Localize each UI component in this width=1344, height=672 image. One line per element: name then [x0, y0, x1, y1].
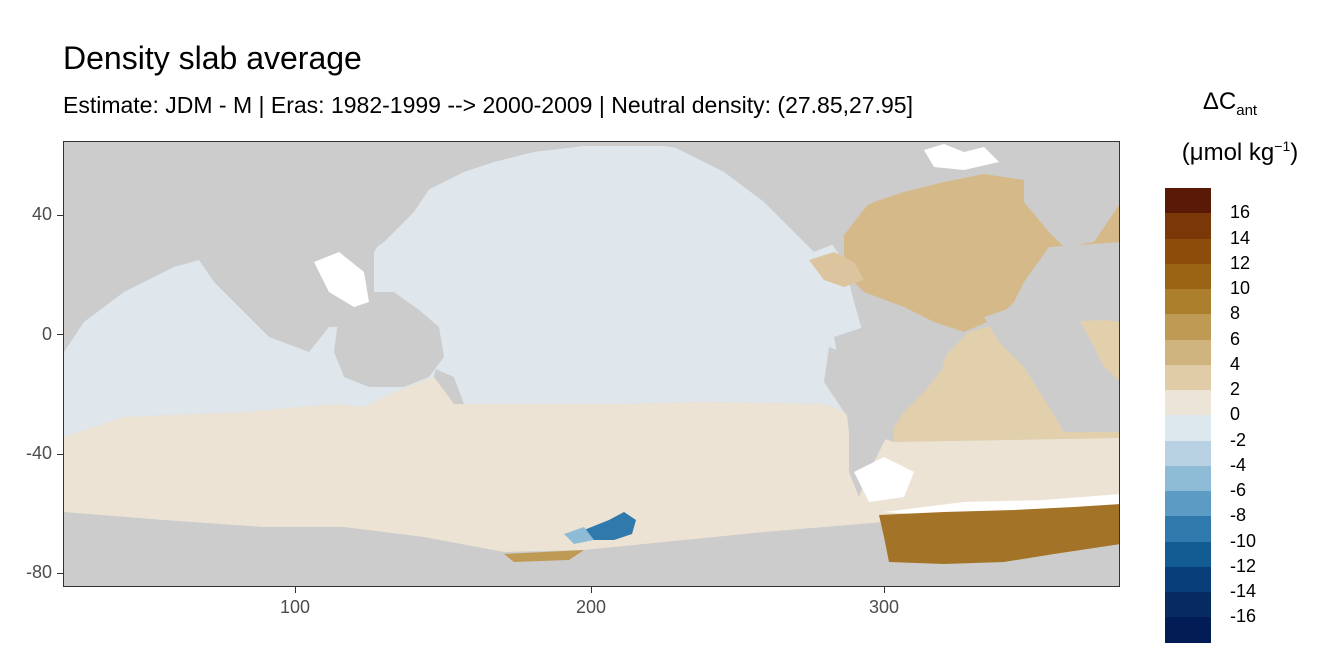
legend-label: 8	[1230, 303, 1241, 324]
map-field	[64, 142, 1119, 586]
legend-label: -10	[1230, 530, 1257, 551]
legend-label: 4	[1230, 353, 1241, 374]
legend-unit-prefix: (μmol kg	[1181, 139, 1275, 166]
no-data-drake	[854, 457, 914, 502]
chart-subtitle: Estimate: JDM - M | Eras: 1982-1999 --> …	[63, 92, 913, 118]
south-america-land	[834, 327, 944, 497]
indian-ocean	[64, 260, 444, 437]
pacific-ocean	[374, 146, 864, 412]
x-tick-label: 100	[279, 597, 311, 617]
legend-label: 10	[1230, 278, 1251, 298]
y-tick-mark	[57, 573, 63, 574]
caribbean	[809, 252, 864, 287]
legend-swatch	[1165, 516, 1211, 542]
legend-label: 16	[1230, 202, 1251, 223]
asia-land	[64, 142, 444, 282]
legend-swatch	[1165, 617, 1211, 643]
legend-label: -4	[1230, 454, 1247, 475]
legend-swatch	[1165, 415, 1211, 441]
legend-swatch	[1165, 238, 1211, 264]
y-tick-label: 0	[41, 324, 52, 344]
ross-sea-patch	[584, 512, 636, 540]
legend-swatch	[1165, 263, 1211, 289]
southern-ocean	[64, 377, 1119, 552]
x-tick-label: 200	[575, 597, 607, 617]
legend-label: -8	[1230, 505, 1247, 526]
legend-label: -2	[1230, 429, 1247, 450]
legend-swatch	[1165, 541, 1211, 567]
legend-label: 12	[1230, 252, 1251, 273]
antarctica-land	[64, 562, 1119, 586]
north-america-land	[664, 142, 934, 252]
no-data-islands	[314, 252, 369, 307]
legend-swatch	[1165, 339, 1211, 365]
x-tick-mark	[591, 587, 592, 593]
legend-label: 0	[1230, 404, 1241, 425]
legend-unit-suffix: )	[1290, 139, 1299, 166]
australia-land	[334, 292, 444, 387]
legend-label: -14	[1230, 581, 1257, 601]
legend-label: 14	[1230, 227, 1251, 248]
legend-title: ΔCant	[1170, 88, 1290, 119]
y-tick-mark	[57, 215, 63, 216]
legend-colorbar	[1165, 188, 1211, 643]
legend-label: 2	[1230, 379, 1241, 399]
legend-label: 6	[1230, 328, 1241, 349]
europe-land	[1024, 162, 1119, 247]
x-tick-label: 300	[868, 597, 900, 617]
weddell-sea	[879, 504, 1119, 564]
x-tick-mark	[884, 587, 885, 593]
legend-swatch	[1165, 440, 1211, 466]
ross-sea-halo	[564, 527, 594, 544]
legend-swatch	[1165, 364, 1211, 390]
legend-unit: (μmol kg−1)	[1150, 138, 1330, 167]
y-tick-mark	[57, 454, 63, 455]
legend-label: -6	[1230, 480, 1247, 500]
chart-title: Density slab average	[63, 40, 362, 76]
no-data-subpolar	[924, 144, 999, 170]
legend-swatch	[1165, 566, 1211, 592]
legend-swatch	[1165, 314, 1211, 340]
legend-label: -12	[1230, 555, 1257, 576]
legend-subscript: ant	[1236, 101, 1258, 119]
x-tick-mark	[295, 587, 296, 593]
legend-swatch	[1165, 213, 1211, 239]
legend-swatch	[1165, 491, 1211, 517]
map-panel	[63, 141, 1120, 587]
y-tick-label: -40	[25, 443, 52, 463]
legend-symbol: ΔC	[1202, 88, 1237, 115]
legend-swatch	[1165, 390, 1211, 416]
legend-unit-exponent: −1	[1274, 138, 1291, 154]
africa-land	[984, 302, 1119, 432]
legend-swatch	[1165, 592, 1211, 618]
coastal-streak	[504, 550, 584, 562]
legend-swatch	[1165, 465, 1211, 491]
y-tick-label: -80	[25, 562, 52, 582]
legend-swatch	[1165, 188, 1211, 214]
y-tick-label: 40	[31, 204, 52, 224]
legend-label: -16	[1230, 606, 1257, 627]
y-tick-mark	[57, 334, 63, 335]
legend-swatch	[1165, 289, 1211, 315]
